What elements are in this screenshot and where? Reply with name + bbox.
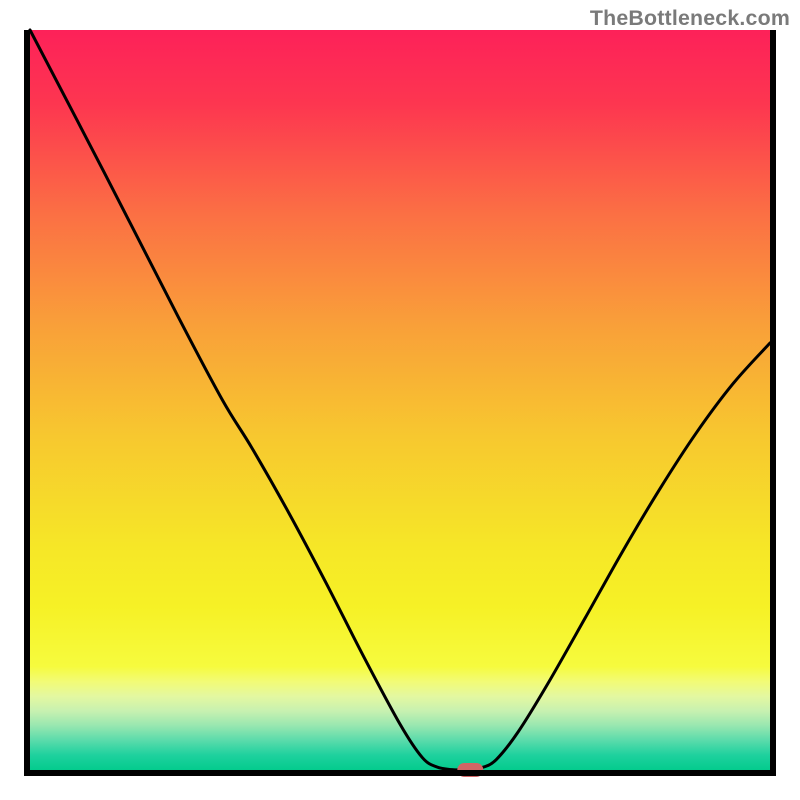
watermark-text: TheBottleneck.com	[590, 6, 790, 31]
chart-frame-right	[770, 30, 776, 776]
chart-container: TheBottleneck.com	[0, 0, 800, 800]
chart-background-gradient	[30, 30, 770, 770]
chart-frame-bottom	[24, 770, 776, 776]
chart-svg	[0, 0, 800, 800]
chart-frame-left	[24, 30, 30, 776]
